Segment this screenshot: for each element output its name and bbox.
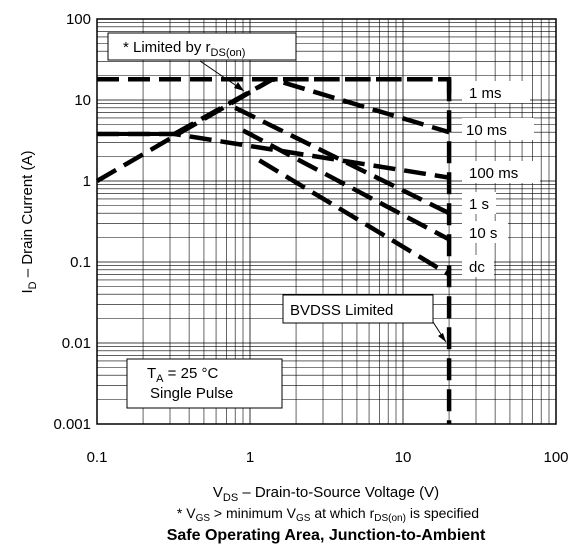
conditions-line1: TA = 25 °C xyxy=(147,365,218,385)
labels: 1 ms 10 ms 100 ms 1 s 10 s dc * Limited … xyxy=(107,32,540,409)
series-label-10s: 10 s xyxy=(469,225,497,242)
curve-100-ms xyxy=(97,131,450,180)
y-tick-label: 0.01 xyxy=(62,335,91,352)
curve-dc xyxy=(258,158,451,277)
rds-limit-label: * Limited by rDS(on) xyxy=(123,39,245,59)
footnote: * VGS > minimum VGS at which rDS(on) is … xyxy=(177,505,479,524)
y-tick-labels: 0.001 0.01 0.1 1 10 100 xyxy=(53,11,91,433)
y-axis-label: ID – Drain Current (A) xyxy=(19,151,39,294)
curve-10-s xyxy=(241,128,451,242)
y-tick-label: 1 xyxy=(83,173,91,190)
y-tick-label: 0.001 xyxy=(53,416,91,433)
series-label-1s: 1 s xyxy=(469,196,489,213)
series-label-10ms: 10 ms xyxy=(466,122,507,139)
x-axis-label: VDS – Drain-to-Source Voltage (V) xyxy=(213,484,439,504)
chart-caption: Safe Operating Area, Junction-to-Ambient xyxy=(167,527,486,544)
y-tick-label: 0.1 xyxy=(70,254,91,271)
x-tick-labels: 0.1 1 10 100 xyxy=(87,449,569,466)
x-tick-label: 10 xyxy=(395,449,412,466)
series-label-100ms: 100 ms xyxy=(469,165,518,182)
series-label-1ms: 1 ms xyxy=(469,85,502,102)
curve-10-ms xyxy=(173,76,450,136)
series-label-dc: dc xyxy=(469,259,485,276)
x-tick-label: 1 xyxy=(246,449,254,466)
curve-1-s xyxy=(234,105,451,216)
plot-frame xyxy=(96,18,557,425)
conditions-line2: Single Pulse xyxy=(150,385,233,402)
y-tick-label: 100 xyxy=(66,11,91,28)
x-tick-label: 0.1 xyxy=(87,449,108,466)
bvdss-label: BVDSS Limited xyxy=(290,302,393,319)
x-tick-label: 100 xyxy=(543,449,568,466)
curves xyxy=(95,76,452,424)
y-tick-label: 10 xyxy=(74,92,91,109)
